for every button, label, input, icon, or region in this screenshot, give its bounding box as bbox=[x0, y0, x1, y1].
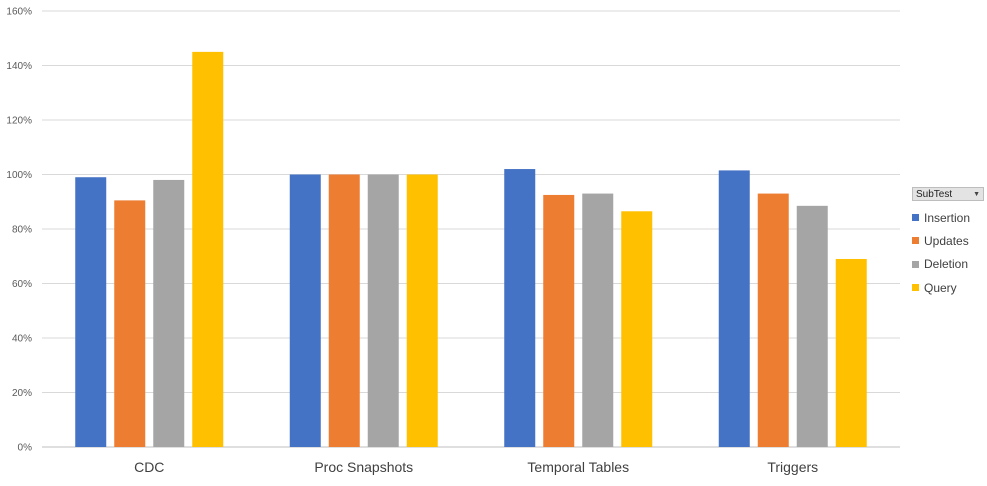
legend-swatch-icon bbox=[912, 237, 919, 245]
dropdown-arrow-icon[interactable]: ▼ bbox=[973, 190, 980, 198]
bar-updates-triggers bbox=[757, 193, 789, 447]
bar-updates-cdc bbox=[114, 200, 146, 447]
y-tick-label: 60% bbox=[12, 279, 32, 290]
bar-deletion-proc-snapshots bbox=[367, 174, 399, 447]
x-category-label: CDC bbox=[134, 459, 164, 475]
x-category-label: Temporal Tables bbox=[527, 459, 629, 475]
legend: SubTest ▼ Insertion Updates Deletion Que… bbox=[912, 187, 984, 299]
legend-label: Insertion bbox=[924, 210, 971, 225]
bar-insertion-proc-snapshots bbox=[289, 174, 321, 447]
legend-item-query: Query bbox=[912, 276, 984, 299]
y-tick-label: 100% bbox=[6, 170, 32, 181]
bar-insertion-temporal-tables bbox=[504, 169, 536, 448]
x-category-label: Triggers bbox=[767, 459, 818, 475]
legend-item-deletion: Deletion bbox=[912, 253, 984, 276]
legend-swatch-icon bbox=[912, 284, 919, 292]
bar-query-triggers bbox=[835, 258, 867, 447]
bar-deletion-temporal-tables bbox=[582, 193, 614, 447]
legend-items: Insertion Updates Deletion Query bbox=[912, 206, 984, 299]
bar-query-temporal-tables bbox=[621, 211, 653, 447]
bar-insertion-cdc bbox=[75, 177, 107, 447]
y-tick-label: 20% bbox=[12, 388, 32, 399]
y-tick-label: 40% bbox=[12, 334, 32, 345]
y-tick-label: 160% bbox=[6, 7, 32, 18]
legend-label: Query bbox=[924, 280, 957, 295]
bar-query-proc-snapshots bbox=[406, 174, 438, 447]
subtest-filter-label: SubTest bbox=[916, 188, 953, 200]
y-tick-label: 120% bbox=[6, 116, 32, 127]
legend-item-updates: Updates bbox=[912, 229, 984, 252]
legend-swatch-icon bbox=[912, 260, 919, 268]
bar-updates-temporal-tables bbox=[543, 194, 575, 447]
x-category-label: Proc Snapshots bbox=[314, 459, 413, 475]
bar-updates-proc-snapshots bbox=[328, 174, 360, 447]
legend-swatch-icon bbox=[912, 214, 919, 222]
bar-insertion-triggers bbox=[718, 170, 750, 447]
bar-deletion-cdc bbox=[153, 179, 185, 447]
y-tick-label: 80% bbox=[12, 225, 32, 236]
bar-query-cdc bbox=[192, 51, 224, 447]
subtest-filter-button[interactable]: SubTest ▼ bbox=[912, 187, 984, 201]
bar-deletion-triggers bbox=[796, 205, 828, 447]
legend-item-insertion: Insertion bbox=[912, 206, 984, 229]
y-tick-label: 140% bbox=[6, 61, 32, 72]
legend-label: Deletion bbox=[924, 257, 969, 272]
y-tick-label: 0% bbox=[18, 443, 33, 454]
legend-label: Updates bbox=[924, 233, 969, 248]
